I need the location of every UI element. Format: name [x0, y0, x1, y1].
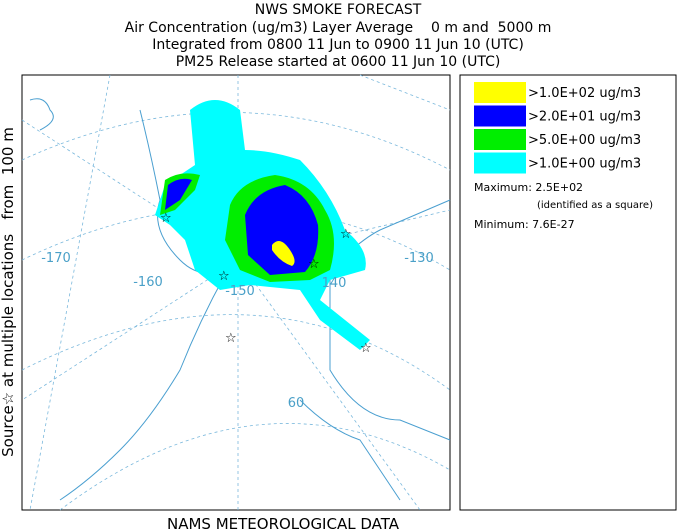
subtitle-line: PM25 Release started at 0600 11 Jun 10 (… — [176, 54, 501, 70]
legend-panel: Maximum: 2.5E+02 (identified as a square… — [459, 74, 677, 511]
minimum: Minimum: 7.6E-27 — [474, 218, 575, 231]
subtitle-line: Air Concentration (ug/m3) Layer Average … — [125, 20, 552, 36]
maximum-note: (identified as a square) — [537, 200, 653, 211]
legend-swatch — [474, 129, 526, 150]
maximum: Maximum: 2.5E+02 — [474, 181, 583, 194]
source-star: ☆ — [308, 257, 320, 272]
source-star: ☆ — [360, 341, 372, 356]
legend-label: >1.0E+00 ug/m3 — [528, 157, 641, 172]
smoke-plume — [155, 100, 370, 350]
plume-level — [165, 178, 192, 210]
graticule-label: -150 — [225, 284, 255, 299]
map-panel: ☆ ☆ ☆ ☆ ☆ ☆ -170 -160 -150 140 -130 60 — [21, 74, 451, 511]
source-markers: ☆ ☆ ☆ ☆ ☆ ☆ — [160, 211, 372, 356]
graticule-label: 60 — [288, 396, 305, 411]
legend-swatch — [474, 105, 526, 127]
legend-label: >1.0E+02 ug/m3 — [528, 86, 641, 101]
side-label: Source☆ at multiple locations from 100 m — [0, 127, 17, 457]
footer: NAMS METEOROLOGICAL DATA — [167, 515, 400, 532]
legend-swatch — [474, 82, 526, 103]
graticule-label: -170 — [41, 251, 71, 266]
legend-swatch — [474, 152, 526, 174]
plume-level — [245, 185, 319, 275]
title: NWS SMOKE FORECAST — [255, 2, 422, 18]
graticule-label: -160 — [133, 275, 163, 290]
subtitle-line: Integrated from 0800 11 Jun to 0900 11 J… — [152, 37, 524, 53]
source-star: ☆ — [218, 269, 230, 284]
graticule-label: -130 — [404, 251, 434, 266]
legend-label: >5.0E+00 ug/m3 — [528, 133, 641, 148]
source-star: ☆ — [160, 211, 172, 226]
plume-level — [272, 241, 295, 266]
source-star: ☆ — [340, 227, 352, 242]
graticule-label: 140 — [322, 276, 347, 291]
source-star: ☆ — [225, 331, 237, 346]
legend-label: >2.0E+01 ug/m3 — [528, 110, 641, 125]
